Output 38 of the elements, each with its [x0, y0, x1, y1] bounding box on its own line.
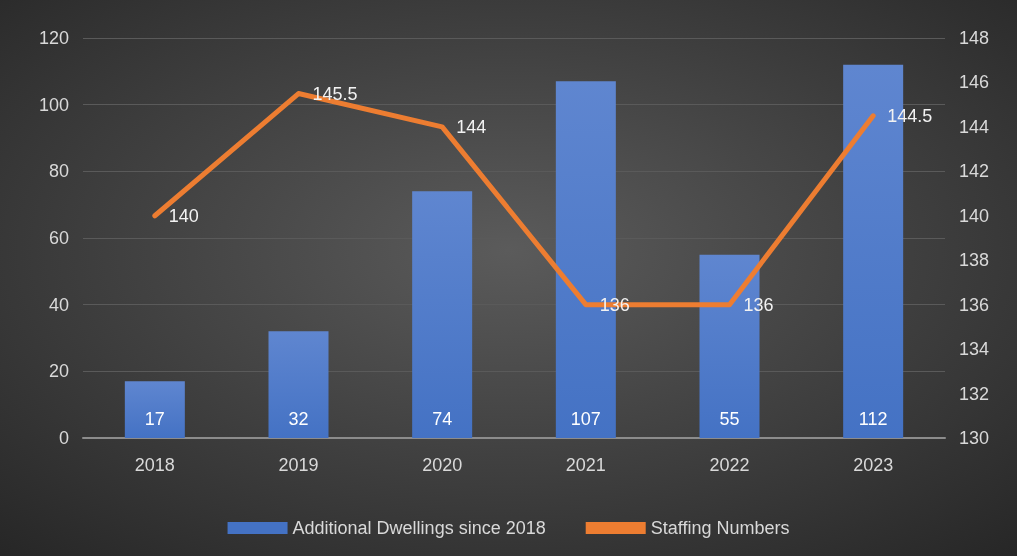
- x-tick-label: 2020: [422, 455, 463, 475]
- data-label: 17: [144, 409, 165, 429]
- y2-tick-label: 132: [959, 383, 990, 404]
- x-tick-label: 2022: [709, 455, 750, 475]
- y2-tick-label: 140: [959, 205, 990, 226]
- legend-label: Additional Dwellings since 2018: [292, 518, 546, 538]
- bar: [412, 191, 473, 438]
- x-tick-label: 2019: [278, 455, 319, 475]
- data-label: 145.5: [312, 83, 358, 104]
- data-label: 112: [858, 409, 888, 429]
- y2-tick-label: 134: [959, 339, 990, 360]
- y2-tick-label: 138: [959, 250, 990, 271]
- y-tick-label: 0: [58, 428, 69, 448]
- data-label: 140: [168, 205, 199, 226]
- y2-tick-label: 146: [959, 72, 990, 93]
- x-tick-label: 2023: [853, 455, 894, 475]
- y-tick-label: 120: [38, 28, 69, 48]
- data-label: 136: [743, 294, 774, 315]
- y-tick-label: 80: [48, 161, 69, 182]
- legend-label: Staffing Numbers: [650, 518, 790, 538]
- data-label: 32: [288, 409, 309, 429]
- x-tick-label: 2021: [565, 455, 606, 475]
- y-tick-label: 40: [48, 294, 69, 315]
- bar: [268, 331, 329, 438]
- y2-tick-label: 142: [959, 161, 990, 182]
- data-label: 144: [456, 116, 487, 137]
- bar: [124, 381, 185, 438]
- y-tick-label: 100: [38, 94, 69, 115]
- y2-tick-label: 130: [959, 428, 990, 448]
- y-tick-label: 20: [48, 361, 69, 382]
- y-tick-label: 60: [48, 228, 69, 248]
- x-tick-label: 2018: [134, 455, 175, 475]
- y2-tick-label: 148: [959, 28, 990, 48]
- y2-tick-label: 144: [959, 116, 990, 137]
- y2-tick-label: 136: [959, 294, 990, 315]
- data-label: 55: [719, 409, 740, 429]
- data-label: 74: [432, 409, 453, 429]
- data-label: 107: [570, 409, 601, 429]
